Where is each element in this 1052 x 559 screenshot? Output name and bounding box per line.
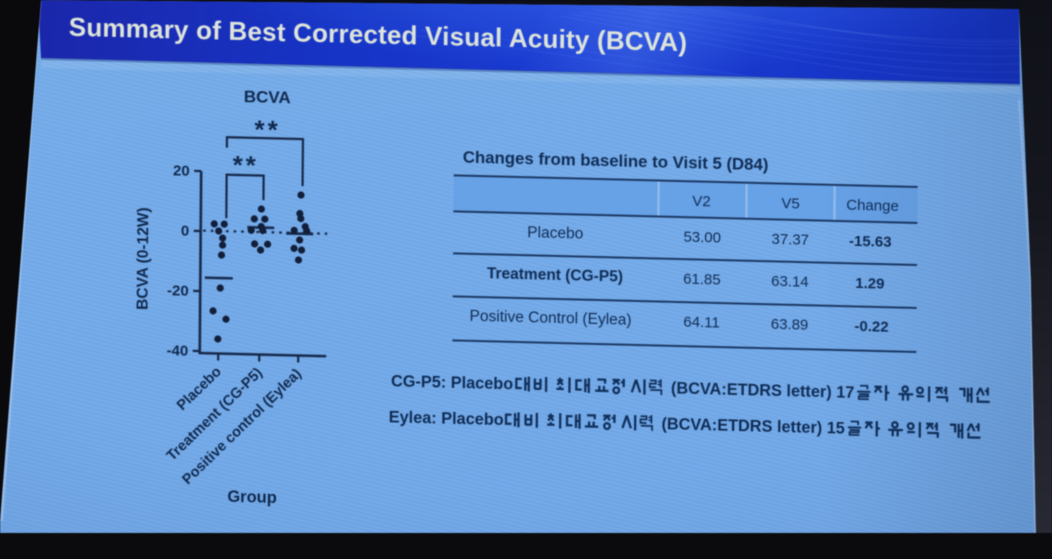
svg-text:**: **	[254, 114, 280, 145]
svg-text:-40: -40	[166, 342, 188, 360]
svg-text:**: **	[232, 150, 258, 181]
svg-text:BCVA: BCVA	[244, 87, 291, 107]
svg-text:20: 20	[173, 162, 190, 179]
svg-text:-20: -20	[167, 282, 189, 300]
svg-text:BCVA (0-12W): BCVA (0-12W)	[135, 207, 153, 310]
svg-text:Group: Group	[227, 488, 277, 507]
svg-text:0: 0	[181, 223, 189, 240]
